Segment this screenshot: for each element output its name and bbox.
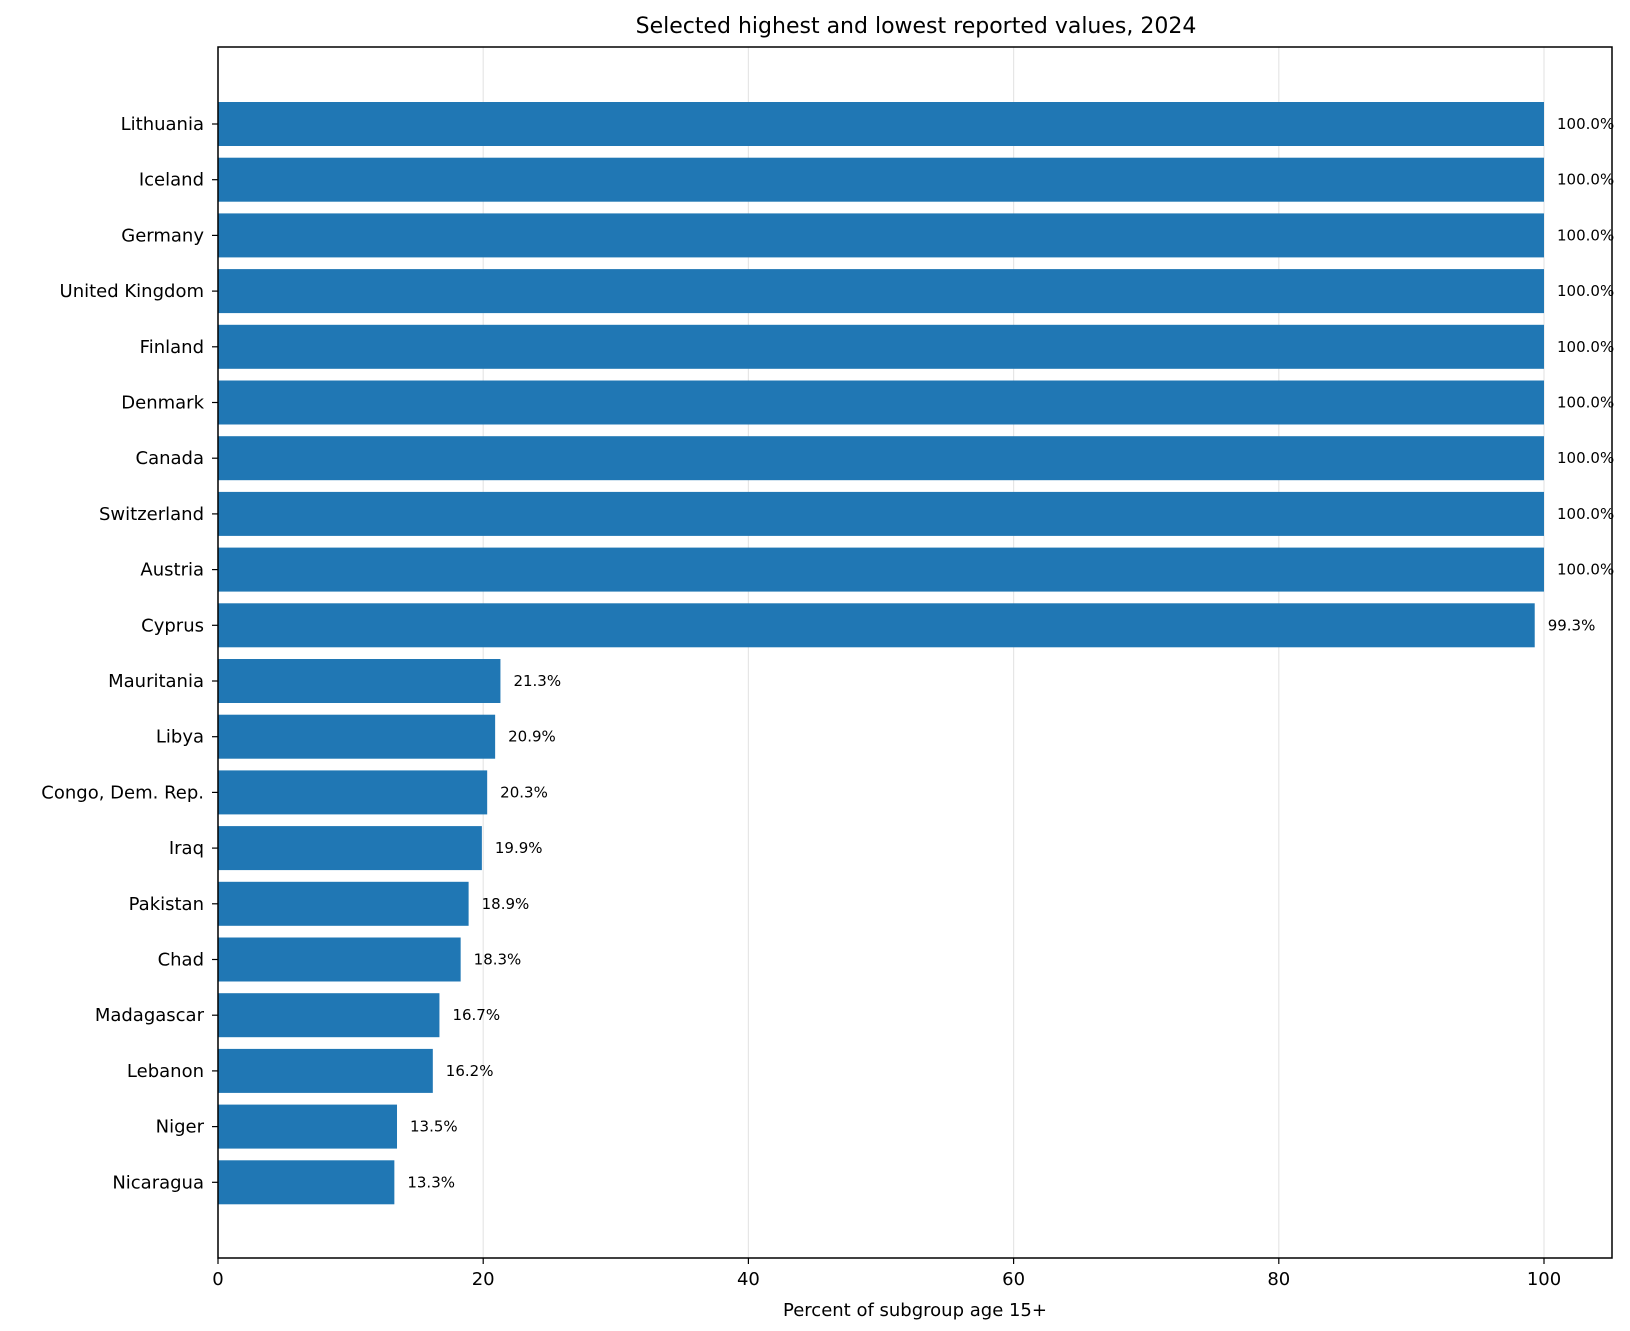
y-tick-label: Pakistan <box>129 894 204 915</box>
y-axis-ticks: Lithuania Iceland Germany United Kingdom Fin… <box>41 114 218 1193</box>
data-label: 21.3% <box>513 672 561 690</box>
data-labels: 100.0% 100.0% 100.0% 100.0% 100.0% 100.0% 100.… <box>407 115 1614 1191</box>
bar <box>218 826 482 871</box>
y-tick-label: Austria <box>140 560 204 581</box>
bars <box>218 102 1544 1205</box>
data-label: 100.0% <box>1557 561 1614 579</box>
bar <box>218 547 1544 592</box>
data-label: 99.3% <box>1548 616 1596 634</box>
y-tick-label: Canada <box>136 448 205 469</box>
bar <box>218 881 469 926</box>
bar <box>218 157 1544 202</box>
y-tick-label: Lithuania <box>121 114 204 135</box>
y-tick-label: Lebanon <box>127 1061 204 1082</box>
bar <box>218 491 1544 536</box>
y-tick-label: Madagascar <box>95 1005 205 1026</box>
data-label: 100.0% <box>1557 226 1614 244</box>
y-tick-label: Libya <box>156 727 204 748</box>
x-tick-label: 20 <box>472 1269 495 1290</box>
data-label: 16.7% <box>452 1006 500 1024</box>
y-tick-label: Niger <box>156 1117 205 1138</box>
data-label: 13.3% <box>407 1173 455 1191</box>
x-axis-ticks: 0 20 40 60 80 100 <box>212 1258 1561 1290</box>
y-tick-label: Mauritania <box>108 671 204 692</box>
bar <box>218 714 496 759</box>
x-tick-label: 0 <box>212 1269 223 1290</box>
x-tick-label: 40 <box>737 1269 760 1290</box>
data-label: 100.0% <box>1557 449 1614 467</box>
data-label: 20.9% <box>508 728 556 746</box>
y-tick-label: Congo, Dem. Rep. <box>41 782 204 803</box>
y-tick-label: Switzerland <box>99 504 204 525</box>
data-label: 100.0% <box>1557 505 1614 523</box>
plot-frame <box>217 46 1613 1259</box>
x-tick-label: 100 <box>1527 1269 1561 1290</box>
data-label: 100.0% <box>1557 394 1614 412</box>
x-tick-label: 80 <box>1267 1269 1290 1290</box>
data-label: 18.9% <box>482 895 530 913</box>
y-tick-label: Nicaragua <box>112 1172 204 1193</box>
bar <box>218 659 501 703</box>
data-label: 100.0% <box>1557 338 1614 356</box>
bar <box>218 436 1544 481</box>
data-label: 100.0% <box>1557 171 1614 189</box>
y-tick-label: Finland <box>140 337 204 358</box>
y-tick-label: Chad <box>158 950 204 971</box>
data-label: 100.0% <box>1557 282 1614 300</box>
bar <box>218 1104 398 1149</box>
bar <box>218 380 1544 425</box>
y-tick-label: Cyprus <box>141 615 204 636</box>
bar <box>218 269 1544 314</box>
chart-title: Selected highest and lowest reported val… <box>636 14 1197 39</box>
data-label: 20.3% <box>500 783 548 801</box>
bar <box>218 993 440 1038</box>
bar <box>218 937 461 982</box>
bar <box>218 603 1535 648</box>
bar <box>218 770 488 815</box>
data-label: 100.0% <box>1557 115 1614 133</box>
data-label: 13.5% <box>410 1118 458 1136</box>
bar <box>218 1048 433 1093</box>
data-label: 18.3% <box>474 951 522 969</box>
bar <box>218 213 1544 258</box>
y-tick-label: Germany <box>121 225 204 246</box>
y-tick-label: Iraq <box>169 838 204 859</box>
bar <box>218 324 1544 369</box>
x-axis-label: Percent of subgroup age 15+ <box>783 1300 1047 1321</box>
y-tick-label: United Kingdom <box>60 281 204 302</box>
y-tick-label: Iceland <box>139 170 204 191</box>
x-tick-label: 60 <box>1002 1269 1025 1290</box>
data-label: 19.9% <box>495 839 543 857</box>
data-label: 16.2% <box>446 1062 494 1080</box>
bar <box>218 1160 395 1205</box>
y-tick-label: Denmark <box>121 393 204 414</box>
bar <box>218 102 1544 146</box>
